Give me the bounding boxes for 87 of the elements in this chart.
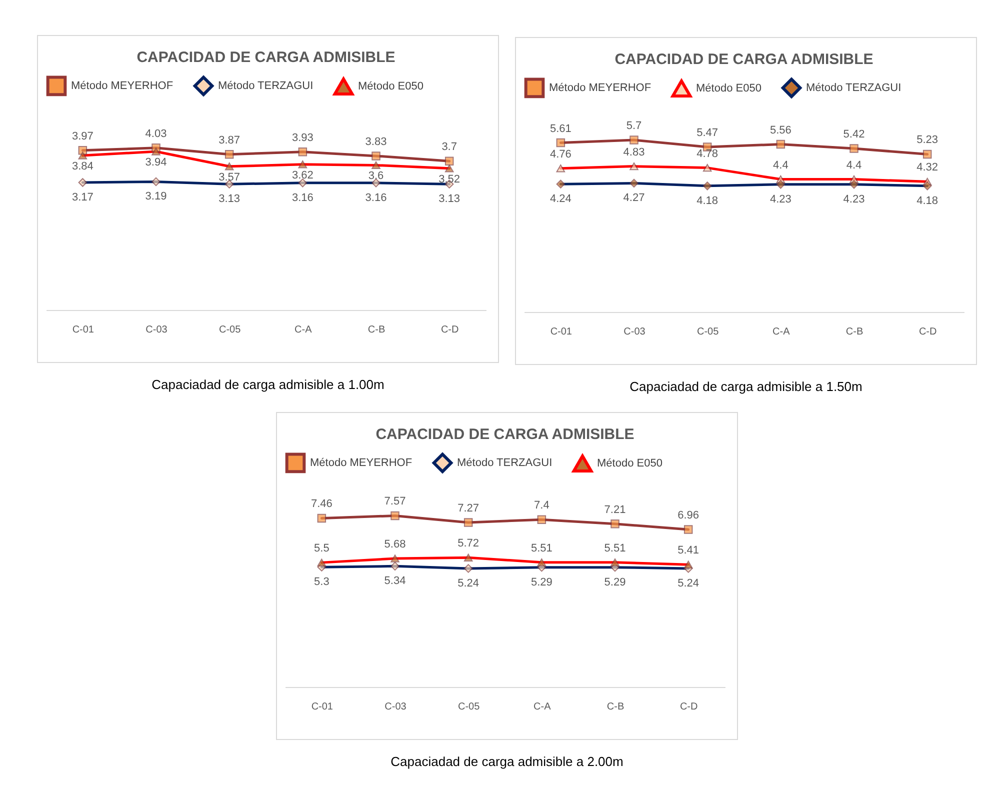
data-label: 5.24 [678, 577, 700, 590]
data-label: 5.29 [530, 576, 552, 588]
data-label: 5.51 [604, 542, 626, 554]
data-label: 4.4 [773, 159, 788, 172]
x-tick-label: C-01 [311, 702, 334, 712]
data-label: 5.7 [626, 120, 642, 132]
data-label: 5.42 [843, 128, 865, 140]
text: Capaciadad de carga admisible a 1.50m [628, 379, 864, 394]
text: Capaciadad de carga admisible a 2.00m [390, 754, 624, 769]
data-label: 3.16 [365, 192, 387, 204]
data-label: 4.76 [550, 148, 572, 160]
data-label: 5.29 [604, 576, 626, 588]
data-label: 4.03 [145, 128, 167, 140]
data-label: 5.72 [458, 538, 480, 550]
data-label: 3.7 [442, 141, 457, 154]
data-label: 3.13 [438, 193, 460, 206]
data-label: 3.83 [365, 136, 387, 148]
x-tick-label: C-D [918, 326, 937, 338]
x-tick-label: C-01 [550, 326, 572, 338]
x-tick-label: C-A [294, 324, 312, 336]
x-tick-label: C-03 [624, 326, 646, 338]
chart-title: CAPACIDAD DE CARGA ADMISIBLE [614, 51, 874, 68]
legend-label: Método MEYERHOF [71, 80, 174, 92]
text: Capaciadad de carga admisible a 1.00m [150, 377, 386, 392]
chart-title: CAPACIDAD DE CARGA ADMISIBLE [136, 49, 396, 66]
data-label: 3.13 [218, 193, 240, 206]
data-label: 5.34 [384, 575, 406, 588]
legend-label: Método E050 [696, 82, 762, 94]
data-label: 7.21 [604, 504, 626, 516]
x-tick-label: C-01 [72, 324, 94, 336]
x-tick-label: C-05 [458, 702, 480, 712]
data-label: 4.32 [916, 162, 938, 174]
data-label: 3.6 [368, 170, 384, 182]
data-label: 5.56 [770, 124, 792, 136]
data-label: 3.17 [72, 191, 94, 204]
data-label: 6.96 [678, 510, 700, 522]
data-label: 4.24 [550, 193, 572, 206]
data-label: 5.47 [696, 126, 718, 139]
data-label: 5.5 [314, 542, 330, 555]
data-label: 4.4 [846, 159, 862, 172]
data-label: 7.4 [534, 500, 550, 512]
data-label: 5.51 [530, 542, 552, 554]
data-label: 5.61 [550, 122, 572, 135]
x-tick-label: C-03 [146, 324, 168, 336]
data-label: 7.27 [458, 502, 480, 515]
data-label: 7.46 [310, 498, 332, 510]
data-label: 4.83 [623, 146, 645, 158]
data-label: 5.41 [678, 544, 700, 557]
data-label: 5.68 [384, 538, 406, 550]
data-label: 4.18 [696, 194, 718, 207]
x-tick-label: C-05 [696, 326, 720, 338]
x-tick-label: C-D [680, 702, 698, 712]
x-tick-label: C-D [440, 324, 459, 336]
data-label: 3.57 [218, 171, 240, 184]
data-label: 3.97 [72, 130, 94, 142]
data-label: 4.27 [623, 192, 645, 204]
data-label: 3.62 [292, 169, 314, 182]
data-label: 4.23 [843, 193, 865, 206]
data-label: 5.23 [916, 134, 938, 146]
legend-label: Método E050 [358, 80, 424, 92]
data-label: 3.84 [72, 160, 94, 173]
legend-label: Método MEYERHOF [310, 456, 412, 469]
legend-label: Método TERZAGUI [457, 456, 552, 469]
legend-label: Método E050 [597, 458, 662, 470]
data-label: 7.57 [384, 496, 406, 508]
data-label: 4.78 [696, 148, 718, 160]
data-label: 5.24 [458, 577, 480, 590]
legend-label: Método TERZAGUI [218, 80, 314, 92]
x-tick-label: C-03 [384, 702, 407, 712]
data-label: 3.52 [438, 173, 460, 186]
x-tick-label: C-B [846, 326, 864, 338]
legend-label: Método TERZAGUI [806, 82, 902, 94]
data-label: 3.93 [292, 132, 314, 144]
x-tick-label: C-A [772, 326, 790, 338]
data-label: 4.23 [770, 193, 792, 206]
data-label: 3.19 [145, 190, 167, 203]
x-tick-label: C-A [534, 702, 552, 712]
x-tick-label: C-05 [218, 324, 242, 336]
x-tick-label: C-B [368, 324, 386, 336]
x-tick-label: C-B [606, 702, 624, 712]
data-label: 3.87 [218, 134, 240, 146]
data-label: 3.16 [292, 192, 314, 204]
data-label: 4.18 [916, 194, 938, 207]
data-label: 5.3 [314, 576, 330, 588]
legend-label: Método MEYERHOF [549, 82, 652, 94]
chart-title: CAPACIDAD DE CARGA ADMISIBLE [376, 426, 634, 443]
data-label: 3.94 [145, 156, 167, 169]
